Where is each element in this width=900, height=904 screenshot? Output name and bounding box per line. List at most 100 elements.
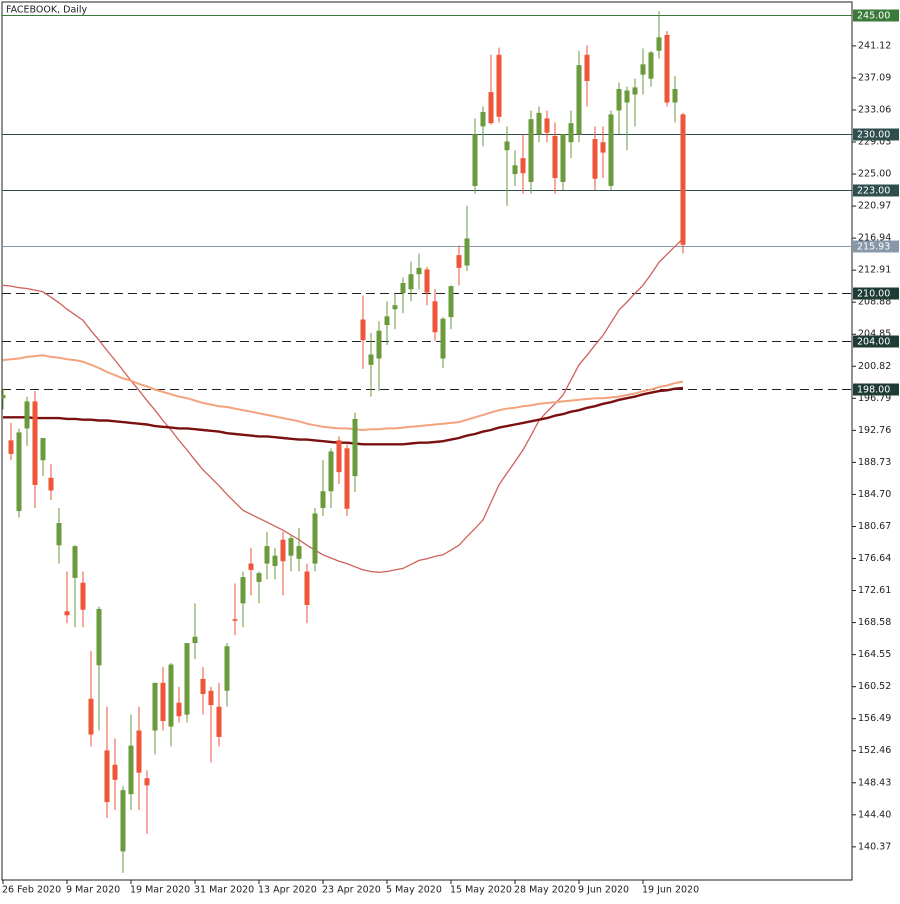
candle-body <box>312 513 318 564</box>
level-label: 230.00 <box>857 130 890 141</box>
candle-body <box>400 282 406 294</box>
candle-body <box>224 646 230 691</box>
candle-body <box>144 778 150 786</box>
candle-body <box>672 88 678 103</box>
candle-body <box>232 619 238 621</box>
candle-body <box>480 112 486 127</box>
candle-body <box>328 451 334 492</box>
candle-body <box>568 123 574 143</box>
candle-body <box>248 563 254 570</box>
candle-body <box>304 571 310 605</box>
moving-average <box>2 237 684 573</box>
candle-body <box>176 702 182 717</box>
level-label: 210.00 <box>857 289 890 300</box>
level-label-box <box>853 9 899 22</box>
y-tick-label: 229.03 <box>858 136 891 147</box>
candle-body <box>608 114 614 186</box>
candle-body <box>368 354 374 365</box>
x-tick-label: 28 May 2020 <box>514 885 576 896</box>
candle-body <box>16 432 22 512</box>
candle-body <box>352 418 358 477</box>
y-tick-label: 192.76 <box>858 425 891 436</box>
candle-body <box>416 267 422 275</box>
candle-body <box>504 141 510 151</box>
candle-body <box>48 477 54 491</box>
level-label: 215.93 <box>857 242 890 253</box>
candle-body <box>528 119 534 182</box>
candle-body <box>2 395 6 399</box>
y-tick-label: 225.00 <box>858 169 891 180</box>
candle-body <box>632 87 638 95</box>
candle-body <box>472 134 478 186</box>
candle-body <box>488 92 494 124</box>
candle-body <box>128 745 134 795</box>
level-label: 204.00 <box>857 337 890 348</box>
candle-body <box>600 142 606 153</box>
candle-body <box>136 730 142 773</box>
candle-body <box>296 546 302 559</box>
level-label: 198.00 <box>857 385 890 396</box>
y-tick-label: 208.88 <box>858 297 891 308</box>
y-tick-label: 204.85 <box>858 329 891 340</box>
y-tick-label: 184.70 <box>858 489 891 500</box>
candle-body <box>440 318 446 359</box>
candle-body <box>408 274 414 290</box>
y-tick-label: 220.97 <box>858 201 891 212</box>
candle-body <box>456 255 462 268</box>
x-tick-label: 13 Apr 2020 <box>258 885 317 896</box>
y-tick-label: 144.40 <box>858 809 891 820</box>
y-tick-label: 152.46 <box>858 745 891 756</box>
candle-body <box>104 750 110 803</box>
candle-body <box>336 440 342 473</box>
candle-body <box>8 440 14 454</box>
x-tick-label: 19 Mar 2020 <box>130 885 190 896</box>
candle-body <box>544 118 550 133</box>
candle-body <box>32 401 38 485</box>
candle-body <box>576 65 582 135</box>
candle-body <box>536 112 542 135</box>
candle-body <box>120 790 126 852</box>
candle-body <box>512 165 518 175</box>
candle-body <box>112 764 118 780</box>
candle-body <box>288 538 294 556</box>
y-tick-label: 233.06 <box>858 104 891 115</box>
x-tick-label: 23 Apr 2020 <box>322 885 381 896</box>
candle-body <box>560 134 566 182</box>
level-label-box <box>853 184 899 197</box>
level-label: 223.00 <box>857 186 890 197</box>
candle-body <box>208 690 214 706</box>
candle-body <box>448 286 454 318</box>
x-tick-label: 9 Mar 2020 <box>66 885 120 896</box>
level-label-box <box>853 240 899 253</box>
chart-title: FACEBOOK, Daily <box>6 5 88 16</box>
candle-body <box>384 316 390 326</box>
candle-body <box>432 301 438 333</box>
candle-body <box>592 139 598 179</box>
y-tick-label: 216.94 <box>858 233 891 244</box>
candle-body <box>392 305 398 310</box>
y-tick-label: 160.52 <box>858 681 891 692</box>
y-tick-label: 196.79 <box>858 393 891 404</box>
candle-body <box>72 546 78 578</box>
x-tick-label: 26 Feb 2020 <box>2 885 61 896</box>
moving-average <box>3 386 684 446</box>
y-tick-label: 212.91 <box>858 265 891 276</box>
level-label-box <box>853 383 899 396</box>
candle-body <box>192 636 198 644</box>
y-tick-label: 237.09 <box>858 72 891 83</box>
candle-body <box>552 135 558 179</box>
y-tick-label: 176.64 <box>858 553 891 564</box>
candle-body <box>320 491 326 508</box>
y-tick-label: 241.12 <box>858 40 891 51</box>
candle-body <box>56 523 62 546</box>
candle-body <box>280 539 286 562</box>
candle-body <box>648 52 654 79</box>
x-tick-label: 31 Mar 2020 <box>194 885 254 896</box>
plot-area <box>2 11 852 873</box>
candle-body <box>664 34 670 103</box>
candle-body <box>272 555 278 566</box>
candle-body <box>640 64 646 75</box>
candle-body <box>264 546 270 564</box>
candle-body <box>80 582 86 610</box>
y-tick-label: 156.49 <box>858 713 891 724</box>
